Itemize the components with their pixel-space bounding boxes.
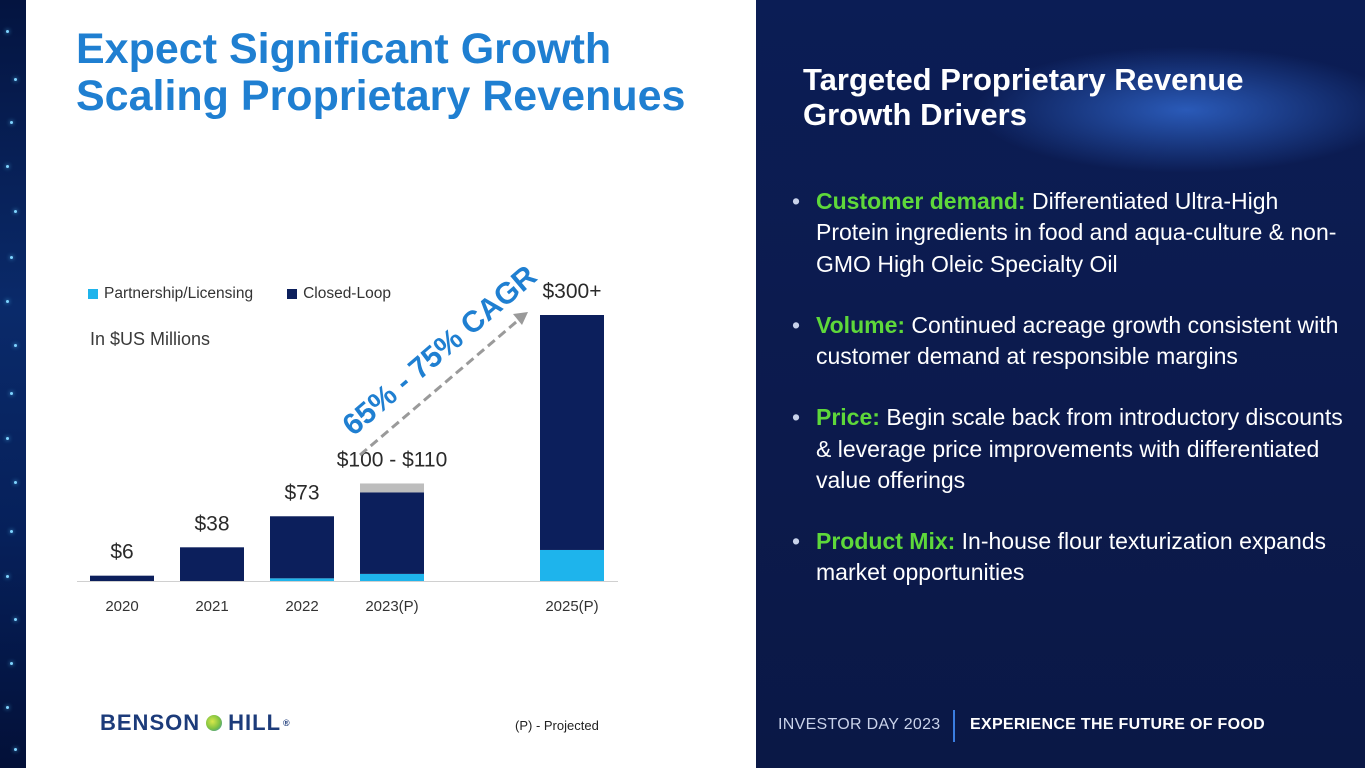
x-tick-label: 2022 <box>285 598 318 615</box>
total-value-label: $38 <box>194 512 229 535</box>
bar-2023P-series-1 <box>360 492 424 574</box>
bar-2022-series-0 <box>270 578 334 581</box>
circuit-dot <box>10 662 13 665</box>
driver-text: In-house flour texturization expands mar… <box>816 528 1327 586</box>
bullet-icon: • <box>792 311 801 338</box>
circuit-dot <box>14 481 17 484</box>
circuit-dot <box>14 748 17 751</box>
bar-2021-series-1 <box>180 547 244 581</box>
circuit-dot <box>6 300 9 303</box>
circuit-dot <box>6 575 9 578</box>
cagr-arrow-head <box>513 312 528 325</box>
benson-hill-logo: BENSON HILL ® <box>100 710 291 736</box>
circuit-dot <box>14 344 17 347</box>
driver-label: Price: <box>816 404 880 431</box>
circuit-dot <box>6 437 9 440</box>
driver-text: Begin scale back from introductory disco… <box>816 404 1343 493</box>
bar-2020-series-1 <box>90 575 154 581</box>
circuit-dot <box>14 618 17 621</box>
logo-word-hill: HILL <box>228 710 282 735</box>
cagr-annotation: 65% - 75% CAGR <box>336 259 543 442</box>
logo-seed-icon <box>206 715 223 731</box>
circuit-dot <box>6 30 9 33</box>
bar-2022-series-1 <box>270 516 334 579</box>
x-tick-label: 2025(P) <box>545 598 598 615</box>
x-tick-label: 2021 <box>195 598 228 615</box>
drivers-list: • Customer demand: Differentiated Ultra-… <box>792 186 1352 619</box>
legend-item-partnership: Partnership/Licensing <box>88 285 253 303</box>
driver-price: • Price: Begin scale back from introduct… <box>792 402 1352 496</box>
bullet-icon: • <box>792 528 801 555</box>
drivers-panel <box>756 0 1365 768</box>
footer-event: INVESTOR DAY 2023 <box>778 716 941 733</box>
circuit-dot <box>6 165 9 168</box>
driver-text: Continued acreage growth consistent with… <box>816 311 1339 370</box>
slide-title: Expect Significant Growth Scaling Propri… <box>76 25 686 121</box>
footer-tagline: EXPERIENCE THE FUTURE OF FOOD <box>970 716 1265 733</box>
footer-divider <box>953 710 955 742</box>
circuit-dot <box>14 210 17 213</box>
chart-panel <box>26 0 756 768</box>
total-value-label: $300+ <box>543 280 602 303</box>
bullet-icon: • <box>792 404 801 431</box>
circuit-dot <box>10 121 13 124</box>
x-tick-label: 2023(P) <box>365 598 418 615</box>
legend-swatch-partnership <box>88 289 98 299</box>
circuit-dot <box>10 392 13 395</box>
driver-text: Differentiated Ultra-High Protein ingred… <box>816 188 1337 277</box>
driver-customer-demand: • Customer demand: Differentiated Ultra-… <box>792 186 1352 280</box>
driver-label: Product Mix: <box>816 528 956 555</box>
driver-label: Customer demand: <box>816 188 1026 214</box>
bullet-icon: • <box>792 188 801 214</box>
x-tick-label: 2020 <box>105 598 138 615</box>
circuit-dot <box>14 78 17 81</box>
bar-2023P-series-0 <box>360 573 424 581</box>
bar-2025P-series-0 <box>540 549 604 581</box>
driver-product-mix: • Product Mix: In-house flour texturizat… <box>792 526 1352 589</box>
projected-footnote: (P) - Projected <box>515 718 599 733</box>
driver-label: Volume: <box>816 311 906 338</box>
decorative-circuit-strip <box>0 0 26 768</box>
cagr-arrow-line <box>359 315 523 457</box>
driver-volume: • Volume: Continued acreage growth consi… <box>792 310 1352 373</box>
legend-swatch-closed-loop <box>287 289 298 299</box>
chart-legend: Partnership/Licensing Closed-Loop <box>88 285 391 303</box>
logo-word-benson: BENSON <box>100 710 201 735</box>
circuit-dot <box>10 256 13 259</box>
total-value-label: $73 <box>284 481 319 504</box>
unit-label: In $US Millions <box>90 329 211 349</box>
bar-2023P-series-2 <box>360 483 424 493</box>
drivers-title: Targeted Proprietary Revenue Growth Driv… <box>803 62 1244 133</box>
legend-item-closed-loop: Closed-Loop <box>287 285 391 303</box>
bar-2025P-series-1 <box>540 315 604 550</box>
circuit-dot <box>10 530 13 533</box>
total-value-label: $6 <box>110 541 133 564</box>
logo-registered-mark: ® <box>283 718 291 728</box>
total-value-label: $100 - $110 <box>337 448 448 471</box>
legend-label-partnership: Partnership/Licensing <box>104 285 254 302</box>
circuit-dot <box>6 706 9 709</box>
legend-label-closed-loop: Closed-Loop <box>303 285 391 302</box>
